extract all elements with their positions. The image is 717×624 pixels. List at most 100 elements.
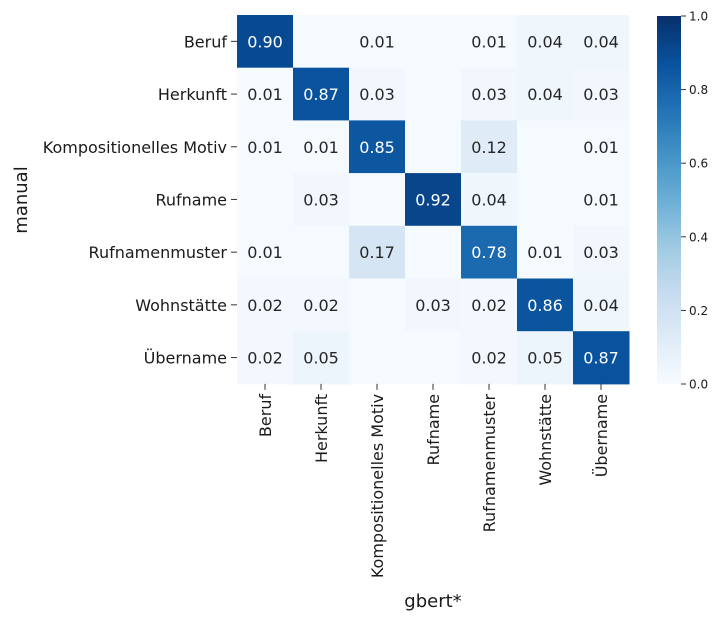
x-tick-label: Übername <box>592 394 611 477</box>
cell-value-label: 0.02 <box>247 296 283 315</box>
cell-value-label: 0.12 <box>471 138 507 157</box>
cell-value-label: 0.03 <box>471 85 507 104</box>
x-tick-label: Rufnamenmuster <box>480 393 499 532</box>
cell-value-label: 0.03 <box>583 85 619 104</box>
x-tick-label: Kompositionelles Motiv <box>368 394 387 578</box>
cell-value-labels: 0.90 0.01 0.01 0.04 0.04 0.01 0.87 0.03 0.03 0.04… <box>247 32 619 367</box>
heatmap-cell <box>237 173 294 227</box>
y-tick-label: Beruf <box>184 32 228 51</box>
heatmap-cell <box>461 120 518 174</box>
cell-value-label: 0.04 <box>583 296 619 315</box>
cell-value-label: 0.78 <box>471 243 507 262</box>
cell-value-label: 0.05 <box>527 349 563 368</box>
colorbar: 0.0 0.2 0.4 0.6 0.8 1.0 <box>657 10 708 392</box>
heatmap-cell <box>293 173 350 227</box>
heatmap-cell <box>349 120 406 174</box>
cell-value-label: 0.92 <box>415 190 451 209</box>
cell-value-label: 0.01 <box>303 138 339 157</box>
heatmap-cell <box>405 173 462 227</box>
cell-value-label: 0.02 <box>247 349 283 368</box>
heatmap-cell <box>237 120 294 174</box>
colorbar-tick-label: 0.4 <box>689 230 708 244</box>
heatmap-cell <box>237 278 294 332</box>
cell-value-label: 0.01 <box>583 190 619 209</box>
heatmap-cell <box>237 331 294 385</box>
heatmap-cell <box>405 120 462 174</box>
cell-value-label: 0.04 <box>471 190 507 209</box>
cell-value-label: 0.01 <box>527 243 563 262</box>
y-axis-title: manual <box>11 166 32 233</box>
heatmap-cell <box>461 67 518 121</box>
cell-value-label: 0.01 <box>471 32 507 51</box>
x-tick-label: Beruf <box>256 394 275 438</box>
colorbar-gradient <box>657 16 681 384</box>
heatmap-cell <box>461 278 518 332</box>
heatmap-cell <box>405 331 462 385</box>
cell-value-label: 0.02 <box>471 296 507 315</box>
heatmap-cell <box>573 67 630 121</box>
cell-value-label: 0.87 <box>583 349 619 368</box>
heatmap-cell <box>461 15 518 69</box>
x-axis-title: gbert* <box>404 591 461 612</box>
colorbar-tick-label: 0.2 <box>689 304 708 318</box>
heatmap-cell <box>349 173 406 227</box>
heatmap-cell <box>349 225 406 279</box>
y-axis: Beruf Herkunft Kompositionelles Motiv Rufna… <box>43 32 237 368</box>
colorbar-tick-label: 0.0 <box>689 378 708 392</box>
cell-value-label: 0.04 <box>583 32 619 51</box>
heatmap-cell <box>573 331 630 385</box>
x-tick-label: Rufname <box>424 394 443 466</box>
cell-value-label: 0.03 <box>303 190 339 209</box>
heatmap-cell <box>573 120 630 174</box>
heatmap-cell <box>405 15 462 69</box>
cell-value-label: 0.04 <box>527 32 563 51</box>
y-tick-label: Kompositionelles Motiv <box>43 138 227 157</box>
heatmap-cell <box>573 15 630 69</box>
cell-value-label: 0.01 <box>583 138 619 157</box>
heatmap-cell <box>349 67 406 121</box>
heatmap-cell <box>517 278 574 332</box>
heatmap-cell <box>461 225 518 279</box>
cell-value-label: 0.01 <box>247 138 283 157</box>
x-axis: Beruf Herkunft Kompositionelles Motiv Rufna… <box>256 383 611 578</box>
cell-value-label: 0.90 <box>247 32 283 51</box>
heatmap-cell <box>517 15 574 69</box>
cell-value-label: 0.17 <box>359 243 395 262</box>
colorbar-tick-label: 0.6 <box>689 157 708 171</box>
cell-value-label: 0.01 <box>359 32 395 51</box>
cell-value-label: 0.85 <box>359 138 395 157</box>
colorbar-tick-label: 1.0 <box>689 10 708 24</box>
heatmap-cell <box>293 120 350 174</box>
heatmap-cell <box>405 278 462 332</box>
heatmap-cell <box>573 225 630 279</box>
heatmap-cell <box>573 173 630 227</box>
y-tick-label: Übername <box>144 349 227 368</box>
heatmap-cell <box>461 173 518 227</box>
heatmap-cell <box>517 331 574 385</box>
heatmap-cell <box>517 225 574 279</box>
heatmap-cell <box>349 331 406 385</box>
heatmap-cell <box>237 225 294 279</box>
heatmap-cell <box>517 67 574 121</box>
cell-value-label: 0.02 <box>471 349 507 368</box>
heatmap-cell <box>293 15 350 69</box>
cell-value-label: 0.01 <box>247 85 283 104</box>
y-tick-label: Rufnamenmuster <box>89 243 228 262</box>
heatmap-cell <box>517 173 574 227</box>
cell-value-label: 0.02 <box>303 296 339 315</box>
y-tick-label: Rufname <box>155 190 227 209</box>
cell-value-label: 0.04 <box>527 85 563 104</box>
heatmap-cell <box>349 278 406 332</box>
heatmap-cells <box>237 15 630 385</box>
cell-value-label: 0.01 <box>247 243 283 262</box>
heatmap-cell <box>573 278 630 332</box>
heatmap-cell <box>237 15 294 69</box>
heatmap-cell <box>517 120 574 174</box>
cell-value-label: 0.87 <box>303 85 339 104</box>
y-tick-label: Wohnstätte <box>135 296 227 315</box>
cell-value-label: 0.03 <box>359 85 395 104</box>
y-tick-label: Herkunft <box>158 85 227 104</box>
heatmap-cell <box>293 278 350 332</box>
heatmap-cell <box>293 331 350 385</box>
